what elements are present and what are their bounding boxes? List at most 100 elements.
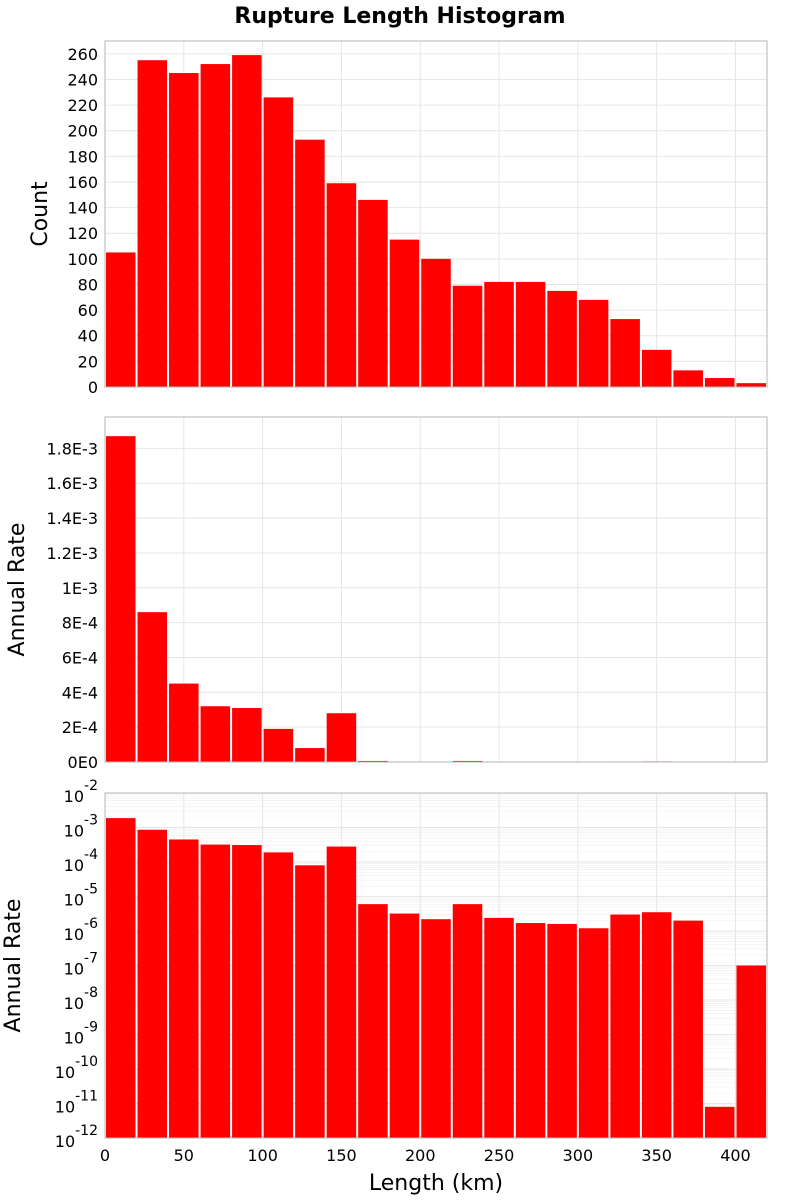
y-tick-label: 2E-4	[62, 718, 98, 737]
bar	[232, 708, 262, 762]
tick-base: 10	[55, 1132, 75, 1151]
tick-exponent: -8	[84, 985, 98, 1001]
y-tick-label: 10-7	[64, 951, 98, 979]
y-tick-label: 240	[67, 70, 98, 89]
y-tick-label: 160	[67, 173, 98, 192]
bar	[705, 378, 735, 387]
y-tick-label: 20	[78, 352, 98, 371]
bar	[264, 852, 294, 1138]
bar	[673, 370, 703, 387]
bar	[547, 924, 577, 1138]
y-tick-label: 10-3	[64, 813, 98, 841]
bar	[453, 286, 483, 387]
bar	[201, 845, 231, 1138]
y-tick-label: 220	[67, 96, 98, 115]
tick-exponent: -9	[84, 1020, 98, 1036]
y-tick-label: 180	[67, 147, 98, 166]
y-tick-label: 0	[88, 378, 98, 397]
panel-2: 0E0 2E-4 4E-4 6E-4 8E-4 1E-3 1.2E-3 1.4E-3 1.6E-…	[5, 417, 767, 772]
bar	[106, 436, 136, 762]
y-tick-label: 40	[78, 327, 98, 346]
tick-base: 10	[64, 856, 84, 875]
x-tick-label: 400	[720, 1146, 751, 1165]
y-tick-label: 10-8	[64, 985, 98, 1013]
chart-title: Rupture Length Histogram	[234, 4, 565, 29]
tick-exponent: -11	[75, 1089, 98, 1105]
y-tick-label: 80	[78, 275, 98, 294]
bar	[295, 140, 325, 387]
bar	[201, 64, 231, 387]
y-tick-label: 10-6	[64, 916, 98, 944]
tick-base: 10	[64, 1029, 84, 1048]
y-tick-label: 1E-3	[62, 579, 98, 598]
bar	[673, 921, 703, 1138]
y-tick-label: 10-12	[55, 1123, 98, 1151]
y-tick-label: 10-2	[64, 778, 98, 806]
bar	[327, 713, 357, 762]
bar	[264, 729, 294, 762]
bar	[484, 282, 514, 387]
tick-base: 10	[64, 822, 84, 841]
x-tick-label: 100	[247, 1146, 278, 1165]
bar	[232, 845, 262, 1138]
bar	[295, 865, 325, 1138]
y-tick-label: 10-5	[64, 882, 98, 910]
bar	[705, 1107, 735, 1138]
y-tick-label: 8E-4	[62, 614, 98, 633]
bar	[642, 350, 672, 387]
tick-exponent: -3	[84, 813, 98, 829]
y-tick-label: 10-9	[64, 1020, 98, 1048]
tick-exponent: -5	[84, 882, 98, 898]
tick-base: 10	[64, 787, 84, 806]
y-tick-label: 1.4E-3	[46, 509, 98, 528]
bar	[642, 912, 672, 1138]
y-tick-label: 140	[67, 199, 98, 218]
y-tick-label: 6E-4	[62, 648, 98, 667]
bar	[169, 839, 199, 1138]
y-tick-label: 10-11	[55, 1089, 98, 1117]
tick-exponent: -12	[75, 1123, 98, 1139]
bar	[327, 183, 357, 387]
y-tick-label: 10-4	[64, 847, 98, 875]
bar	[390, 914, 420, 1138]
bar	[484, 918, 514, 1138]
bar	[516, 282, 546, 387]
x-tick-label: 250	[484, 1146, 515, 1165]
bar	[547, 291, 577, 387]
panel-3: 10-210-310-410-510-610-710-810-910-1010-…	[1, 778, 767, 1151]
bar	[421, 919, 451, 1138]
x-tick-label: 0	[100, 1146, 110, 1165]
bar	[358, 200, 388, 387]
bar	[610, 915, 640, 1138]
x-tick-label: 350	[641, 1146, 672, 1165]
bar	[736, 383, 766, 387]
bar	[138, 60, 168, 387]
y-tick-label: 100	[67, 250, 98, 269]
bar	[201, 706, 231, 762]
y-tick-label: 260	[67, 45, 98, 64]
tick-base: 10	[64, 891, 84, 910]
tick-exponent: -4	[84, 847, 98, 863]
bar	[169, 73, 199, 387]
y-axis-label: Count	[28, 181, 53, 247]
bar	[516, 923, 546, 1138]
tick-exponent: -10	[75, 1054, 98, 1070]
y-tick-label: 0E0	[68, 753, 98, 772]
y-tick-label: 10-10	[55, 1054, 98, 1082]
x-tick-label: 200	[405, 1146, 436, 1165]
tick-exponent: -6	[84, 916, 98, 932]
bar	[421, 259, 451, 387]
x-tick-label: 150	[326, 1146, 357, 1165]
y-tick-label: 1.6E-3	[46, 474, 98, 493]
x-tick-label: 50	[174, 1146, 194, 1165]
y-tick-label: 120	[67, 224, 98, 243]
panel-1: 020406080100120140160180200220240260Coun…	[28, 41, 767, 397]
y-tick-label: 1.2E-3	[46, 544, 98, 563]
x-tick-label: 300	[563, 1146, 594, 1165]
bar	[610, 319, 640, 387]
y-tick-label: 4E-4	[62, 683, 98, 702]
tick-exponent: -2	[84, 778, 98, 794]
bar	[579, 300, 609, 387]
